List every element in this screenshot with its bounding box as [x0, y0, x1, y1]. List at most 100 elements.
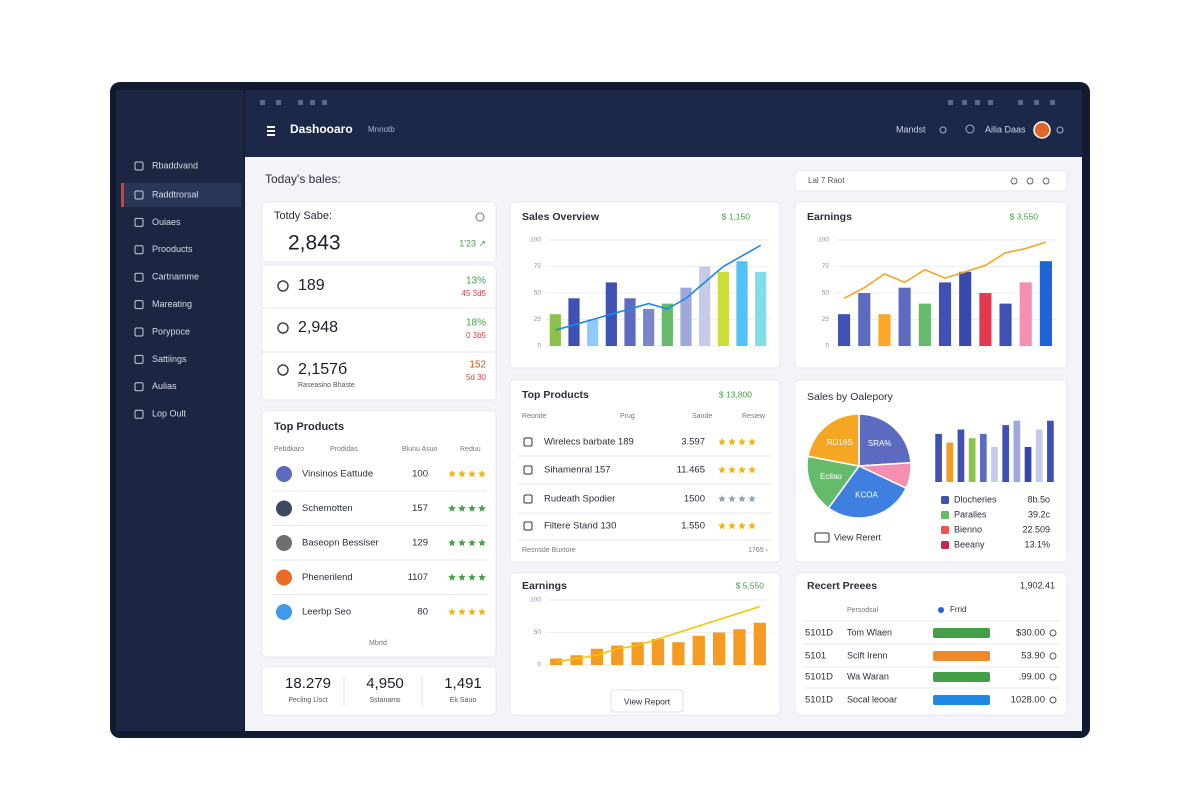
bar — [959, 271, 972, 346]
trend-line — [555, 244, 762, 331]
nav-icon — [134, 382, 144, 392]
page-heading: Today's bales: — [265, 172, 341, 186]
order-amount: 1028.00 — [1011, 695, 1045, 706]
column-header: Prodidas — [330, 446, 358, 453]
toolbar-icon — [298, 100, 303, 105]
summary-label: Pecling Llsct — [288, 697, 327, 704]
star-icon — [738, 466, 746, 474]
stat-label: Raseasino Bhaste — [298, 382, 355, 389]
nav-item[interactable]: Ouiaes — [152, 217, 181, 227]
range-selector — [794, 170, 1068, 192]
summary-value: 1,491 — [444, 675, 482, 692]
pie-slice — [827, 465, 908, 519]
card-total: $ 3,550 — [1010, 211, 1039, 221]
range-label[interactable]: Lal 7 Raot — [808, 176, 845, 185]
star-icon — [448, 608, 456, 616]
bar — [699, 266, 711, 346]
status-badge — [933, 628, 990, 638]
bar — [991, 447, 998, 482]
nav-item[interactable]: Rbaddvand — [152, 160, 198, 170]
bar — [733, 629, 746, 665]
bar — [898, 287, 911, 346]
product-name: Schemotten — [302, 503, 353, 514]
card-footer[interactable]: Mbrtd — [369, 640, 387, 647]
view-report-link[interactable]: View Rerert — [834, 532, 881, 542]
column-header: Persodsal — [847, 607, 879, 614]
star-icon — [478, 573, 486, 581]
card — [261, 666, 497, 716]
nav-item[interactable]: Porypoce — [152, 326, 190, 336]
stat-change: 13% — [466, 276, 486, 287]
column-header: Prug — [620, 413, 635, 420]
row-action — [1049, 696, 1057, 704]
star-icon — [478, 608, 486, 616]
status-badge — [933, 672, 990, 682]
bar — [979, 433, 987, 482]
nav-item[interactable]: Cartnamme — [152, 272, 199, 282]
tool-icon — [1010, 177, 1018, 185]
customer-name: Scift Irenn — [847, 650, 888, 660]
star-icon — [718, 522, 726, 530]
nav-icon — [134, 354, 144, 364]
legend-value: 39.2c — [1028, 509, 1051, 519]
card — [261, 410, 497, 658]
bar — [624, 298, 636, 346]
search-label[interactable]: Mandst — [896, 124, 926, 134]
bar — [858, 293, 871, 346]
nav-item[interactable]: Prooducts — [152, 244, 193, 254]
y-tick-label: 0 — [537, 343, 541, 350]
legend-swatch — [941, 541, 949, 549]
y-tick-label: 25 — [534, 316, 542, 323]
nav-item[interactable]: Raddtrorsal — [152, 189, 199, 199]
card-title: Earnings — [522, 580, 567, 592]
card-total: $ 1,150 — [722, 211, 751, 221]
bar — [878, 314, 891, 346]
product-name: Wirelecs barbate 189 — [544, 437, 634, 448]
product-value: 100 — [412, 469, 428, 480]
product-name: Leerbp Seo — [302, 607, 351, 618]
nav-icon — [134, 161, 144, 171]
column-header: Blunu Asuo — [402, 446, 438, 453]
status-badge — [933, 695, 990, 705]
toolbar-icon — [322, 100, 327, 105]
star-icon — [748, 495, 756, 503]
bar — [643, 308, 655, 346]
card-footer[interactable]: 1765 › — [748, 547, 769, 554]
bar — [680, 287, 692, 346]
y-tick-label: 75 — [534, 263, 542, 270]
row-action — [1049, 629, 1057, 637]
product-name: Baseopn Bessiser — [302, 538, 379, 549]
menu-icon — [267, 134, 275, 136]
help-icon — [1056, 126, 1064, 134]
nav-item[interactable]: Aulias — [152, 381, 177, 391]
legend-value: 8b.5о — [1027, 494, 1050, 504]
card — [261, 201, 497, 263]
product-name: Rudeath Spodier — [544, 494, 615, 505]
legend-name: Beeany — [954, 539, 985, 549]
product-name: Phenerilend — [302, 572, 353, 583]
active-item — [121, 183, 241, 207]
y-tick-label: 50 — [534, 290, 542, 297]
column-header: Reduu — [460, 446, 481, 453]
star-icon — [728, 522, 736, 530]
toolbar-icon — [276, 100, 281, 105]
star-icon — [748, 466, 756, 474]
nav-item[interactable]: Sattiings — [152, 354, 187, 364]
bar — [935, 433, 942, 482]
user-name[interactable]: Ailia Daas — [985, 124, 1026, 134]
legend-swatch — [941, 496, 949, 504]
column-header: Reonde — [522, 413, 547, 420]
user-icon — [965, 124, 975, 134]
button-label[interactable]: View Report — [624, 696, 671, 706]
toolbar-icon — [310, 100, 315, 105]
nav-item[interactable]: Mareating — [152, 299, 192, 309]
star-icon — [458, 573, 466, 581]
nav-icon — [134, 245, 144, 255]
stat-icon — [277, 322, 289, 334]
star-icon — [748, 438, 756, 446]
star-icon — [738, 438, 746, 446]
nav-icon — [134, 300, 144, 310]
nav-item[interactable]: Lop Oult — [152, 409, 187, 419]
status-dot — [938, 607, 944, 613]
product-value: 157 — [412, 503, 428, 514]
